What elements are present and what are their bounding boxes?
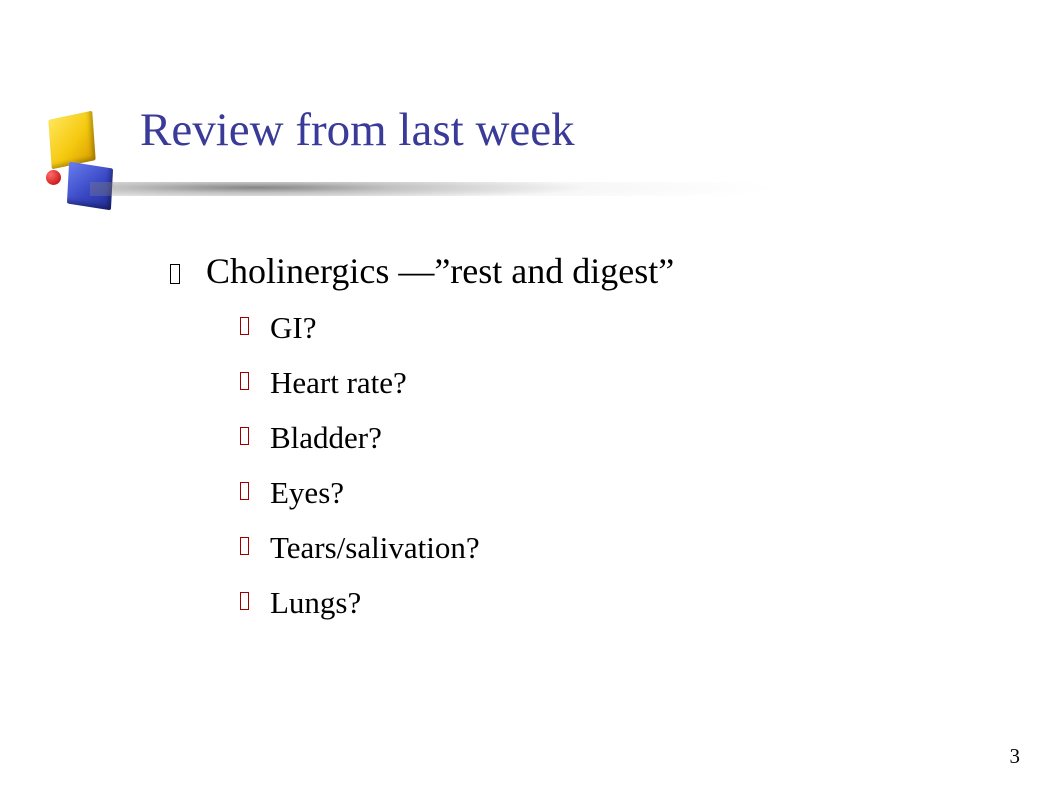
page-number: 3 [1010, 744, 1021, 769]
slide: Review from last week Cholinergics —”res… [0, 0, 1062, 797]
bullet-level2: Eyes? [240, 471, 982, 516]
bullet-level2: Bladder? [240, 416, 982, 461]
block-red-icon [46, 170, 61, 185]
slide-title: Review from last week [140, 103, 575, 157]
bullet-level1: Cholinergics —”rest and digest” [170, 250, 982, 292]
bullet-level2: Heart rate? [240, 361, 982, 406]
bullet-level2: Tears/salivation? [240, 526, 982, 571]
bullet-level2: Lungs? [240, 581, 982, 626]
slide-body: Cholinergics —”rest and digest” GI? Hear… [170, 250, 982, 636]
bullet-level2: GI? [240, 306, 982, 351]
block-yellow-icon [48, 111, 95, 170]
title-underline [90, 182, 1010, 196]
